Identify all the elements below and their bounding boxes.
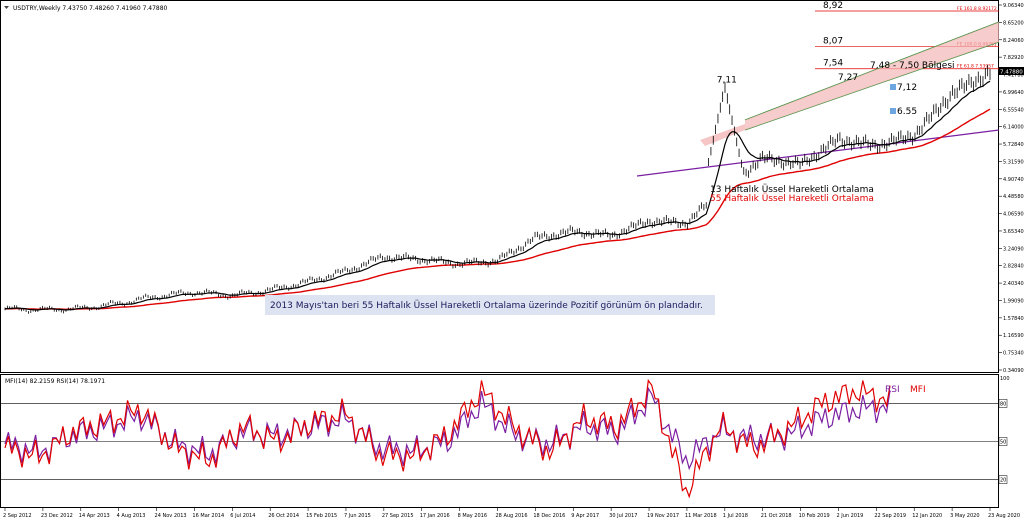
projection-zone — [700, 124, 745, 146]
indicator-level-tag — [998, 437, 1008, 446]
price-tick-label: 3.24090 — [1003, 246, 1024, 252]
time-tick-label: 18 Dec 2016 — [533, 513, 565, 519]
time-tick-label: 23 Dec 2012 — [41, 513, 73, 519]
price-tick-label: 4.06590 — [1003, 212, 1024, 218]
time-tick-label: 9 Apr 2017 — [571, 513, 599, 519]
time-tick-label: 2 Sep 2012 — [3, 513, 32, 519]
mfi-legend-label: MFI — [910, 385, 926, 395]
time-tick-label: 16 Mar 2014 — [192, 513, 224, 519]
time-axis: 2 Sep 2012 23 Dec 2012 14 Apr 2013 4 Aug 20… — [3, 508, 1020, 519]
price-tick-label: 6.14000 — [1003, 125, 1024, 131]
time-tick-label: 15 Feb 2015 — [306, 513, 337, 519]
price-tick-label: 2.40340 — [1003, 281, 1024, 287]
rsi-line — [4, 386, 891, 471]
indicator-level-tag — [998, 399, 1008, 408]
rsi-legend-label: RSI — [885, 385, 900, 395]
time-tick-label: 7 Jun 2015 — [344, 513, 371, 519]
fib-level-label: FE 161.8 8.92172 — [957, 6, 997, 12]
ema13-legend-label: 13 Haftalık Üssel Hareketli Ortalama — [710, 184, 874, 195]
price-tick-label: 2.82840 — [1003, 264, 1024, 270]
time-tick-label: 17 Jan 2016 — [420, 513, 450, 519]
channel-zone — [745, 22, 999, 130]
time-tick-label: 19 Nov 2017 — [647, 513, 679, 519]
time-tick-label: 27 Sep 2015 — [382, 513, 414, 519]
time-tick-label: 21 Oct 2018 — [761, 513, 792, 519]
time-tick-label: 6 Jul 2014 — [230, 513, 255, 519]
mfi-line — [4, 378, 891, 499]
price-tick-label: 0.34090 — [1003, 368, 1024, 374]
price-tick-label: 1.57840 — [1003, 316, 1024, 322]
price-tick-label: 5.31590 — [1003, 159, 1024, 165]
price-peak-label: 7,11 — [717, 76, 737, 86]
chart-title: USDTRY,Weekly 7.43750 7.48260 7.41960 7.… — [13, 5, 168, 12]
current-price-value: 7.47880 — [1000, 70, 1023, 76]
info-box — [265, 295, 715, 315]
indicator-tick-label: 20 — [1000, 478, 1006, 484]
time-tick-label: 23 Aug 2020 — [988, 513, 1020, 519]
time-tick-label: 30 Jul 2017 — [609, 513, 637, 519]
indicator-title: MFI(14) 82.2159 RSI(14) 78.1971 — [5, 378, 105, 385]
annotation-6-55: 6.55 — [897, 107, 917, 117]
indicator-tick-label: 50 — [1000, 440, 1006, 446]
price-tick-label: 0.75340 — [1003, 351, 1024, 357]
instrument-dropdown-icon[interactable] — [4, 6, 9, 9]
time-tick-label: 24 Nov 2013 — [155, 513, 187, 519]
price-tick-label: 8.65200 — [1003, 20, 1024, 26]
price-tick-label: 6.99640 — [1003, 90, 1024, 96]
price-tick-label: 4.90740 — [1003, 177, 1024, 183]
price-axis-strip — [999, 0, 1024, 521]
time-tick-label: 12 Jan 2020 — [912, 513, 942, 519]
indicator-level-tag — [998, 475, 1008, 484]
current-price-tag — [999, 67, 1024, 75]
price-tick-label: 1.16590 — [1003, 333, 1024, 339]
time-tick-label: 26 Oct 2014 — [268, 513, 299, 519]
price-tick-label: 3.65340 — [1003, 229, 1024, 235]
time-tick-label: 22 Sep 2019 — [874, 513, 906, 519]
ema55-legend-label: 55 Haftalık Üssel Hareketli Ortalama — [710, 193, 874, 204]
fib-level-value: 8,92 — [823, 1, 843, 11]
price-tick-label: 4.48580 — [1003, 194, 1024, 200]
time-tick-label: 3 May 2020 — [950, 513, 979, 519]
marker-7-12 — [890, 84, 896, 90]
time-tick-label: 28 Aug 2016 — [496, 513, 528, 519]
price-bars — [4, 64, 991, 314]
fib-level-value: 8,07 — [823, 37, 843, 47]
annotation-7-27: 7,27 — [838, 73, 858, 83]
price-tick-label: 6.55540 — [1003, 107, 1024, 113]
indicator-tick-label: 100 — [1000, 376, 1010, 382]
time-tick-label: 8 May 2016 — [458, 513, 487, 519]
sub-panel-frame — [0, 374, 999, 508]
time-tick-label: 2 Jun 2019 — [836, 513, 863, 519]
indicator-tick-label: 80 — [1000, 401, 1006, 407]
price-tick-label: 7.41780 — [1003, 73, 1024, 79]
annotation-target-zone: 7,48 - 7,50 Bölgesi — [870, 61, 955, 71]
time-tick-label: 4 Aug 2013 — [117, 513, 146, 519]
fib-level-value: 7,54 — [823, 59, 843, 69]
time-tick-label: 1 Jul 2018 — [723, 513, 748, 519]
price-tick-label: 5.72840 — [1003, 142, 1024, 148]
price-axis: 9.06340 8.65200 8.24060 7.82920 7.41780 6.996… — [999, 3, 1024, 374]
info-box-text: 2013 Mayıs'tan beri 55 Haftalık Üssel Ha… — [270, 300, 703, 311]
fib-level-label: FE 61.8 7.53957 — [957, 64, 994, 70]
time-tick-label: 11 Mar 2018 — [685, 513, 717, 519]
support-trend-line — [636, 129, 1000, 177]
annotation-7-12: 7,12 — [897, 83, 917, 93]
price-tick-label: 7.82920 — [1003, 55, 1024, 61]
price-tick-label: 1.99090 — [1003, 298, 1024, 304]
time-tick-label: 14 Apr 2013 — [79, 513, 110, 519]
price-tick-label: 8.24060 — [1003, 38, 1024, 44]
time-tick-label: 10 Feb 2019 — [799, 513, 830, 519]
marker-6-55 — [890, 108, 896, 114]
price-tick-label: 9.06340 — [1003, 3, 1024, 9]
